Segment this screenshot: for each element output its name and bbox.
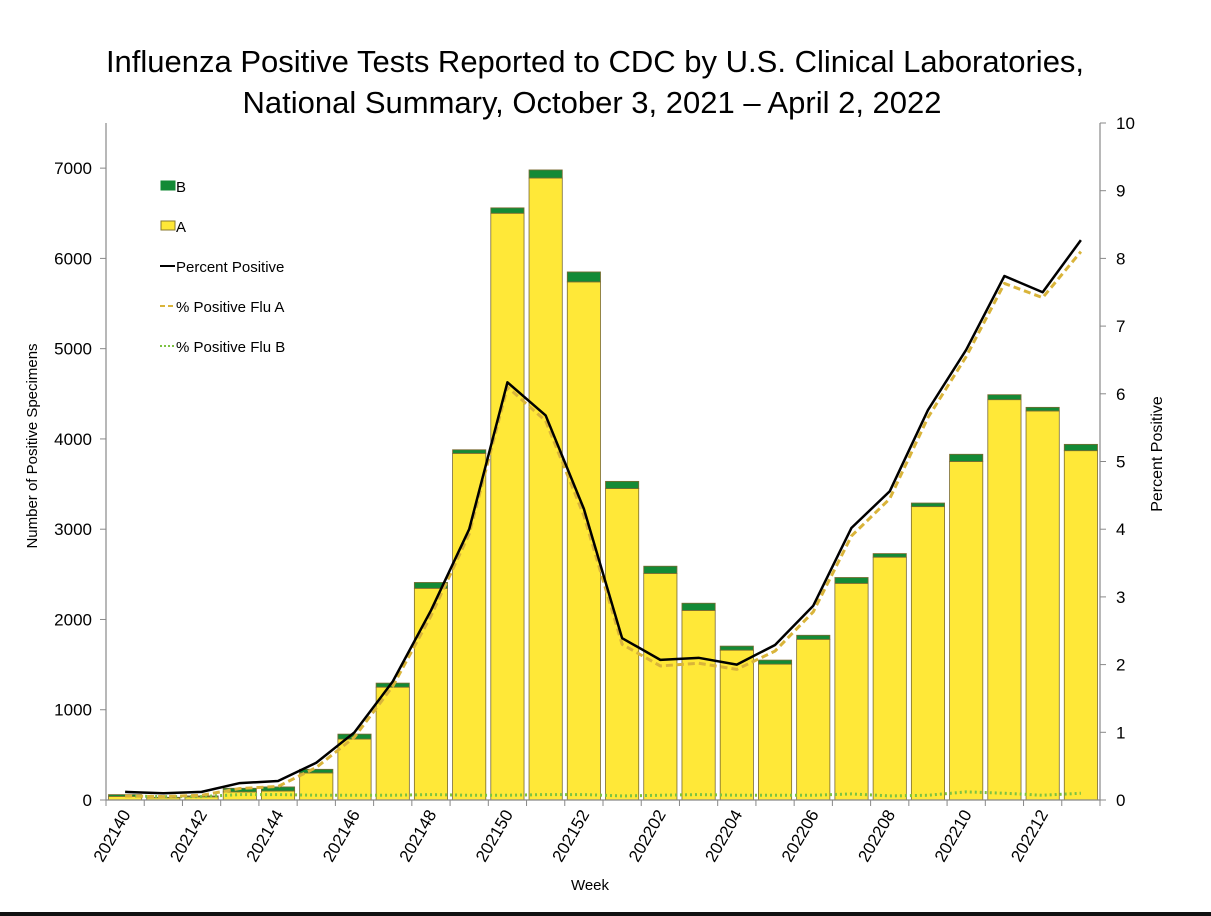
x-tick-label: 202204 <box>701 807 746 866</box>
bar-b-202144 <box>261 786 296 792</box>
bar-b-202145 <box>299 768 334 774</box>
y-tick-label: 6000 <box>54 249 92 268</box>
x-axis-label: Week <box>571 877 610 894</box>
y-tick-label: 4000 <box>54 430 92 449</box>
y2-tick-label: 1 <box>1116 723 1125 742</box>
bar-b-202151 <box>528 169 563 179</box>
line-positive-flu-a <box>125 250 1083 799</box>
y2-tick-label: 2 <box>1116 656 1125 675</box>
x-tick-label: 202208 <box>854 807 899 866</box>
x-tick-label: 202202 <box>625 807 670 866</box>
bar-a-202203 <box>681 610 716 801</box>
y2-tick-label: 8 <box>1116 249 1125 268</box>
x-tick-label: 202152 <box>549 807 594 866</box>
bar-b-202201 <box>605 480 640 489</box>
bar-b-202202 <box>643 565 678 574</box>
bar-a-202204 <box>719 649 754 801</box>
y-tick-label: 2000 <box>54 610 92 629</box>
bar-b-202148 <box>413 582 448 589</box>
y2-tick-label: 6 <box>1116 385 1125 404</box>
y2-axis-label: Percent Positive <box>1149 396 1166 512</box>
y-tick-label: 7000 <box>54 159 92 178</box>
bar-a-202208 <box>872 556 907 801</box>
legend-swatch-b <box>160 180 176 191</box>
y2-tick-label: 4 <box>1116 520 1125 539</box>
chart-title-line2: National Summary, October 3, 2021 – Apri… <box>242 85 941 120</box>
legend-label: Percent Positive <box>176 259 284 276</box>
x-tick-label: 202148 <box>396 807 441 866</box>
bar-a-202209 <box>910 506 945 801</box>
bar-b-202152 <box>566 271 601 283</box>
bar-a-202149 <box>452 452 487 801</box>
bar-b-202203 <box>681 602 716 611</box>
legend-label: % Positive Flu A <box>176 299 284 316</box>
bar-b-202149 <box>452 449 487 454</box>
x-tick-label: 202146 <box>319 807 364 866</box>
y2-tick-label: 0 <box>1116 791 1125 810</box>
bar-b-202205 <box>758 659 793 665</box>
y2-tick-label: 3 <box>1116 588 1125 607</box>
bar-a-202213 <box>1063 450 1098 801</box>
legend-swatch-a <box>160 220 176 231</box>
y-axis-label: Number of Positive Specimens <box>24 343 41 548</box>
bar-b-202212 <box>1025 406 1060 412</box>
y-tick-label: 3000 <box>54 520 92 539</box>
x-tick-label: 202140 <box>90 807 135 866</box>
bottom-border <box>0 912 1211 916</box>
bar-b-202208 <box>872 553 907 558</box>
bar-a-202211 <box>987 399 1022 801</box>
x-tick-label: 202142 <box>166 807 211 866</box>
bar-b-202206 <box>796 634 831 640</box>
bar-a-202207 <box>834 582 869 801</box>
bar-a-202147 <box>375 686 410 801</box>
bar-b-202211 <box>987 394 1022 401</box>
bar-a-202206 <box>796 638 831 801</box>
bar-a-202146 <box>337 738 372 801</box>
bar-a-202202 <box>643 573 678 801</box>
x-tick-label: 202150 <box>472 807 517 866</box>
bar-a-202212 <box>1025 410 1060 801</box>
bar-a-202151 <box>528 177 563 801</box>
bar-a-202152 <box>566 281 601 801</box>
line-percent-positive <box>125 239 1082 795</box>
bar-b-202207 <box>834 577 869 584</box>
y-tick-label: 5000 <box>54 340 92 359</box>
bar-b-202204 <box>719 645 754 651</box>
bar-a-202205 <box>758 663 793 801</box>
bar-b-202209 <box>910 502 945 508</box>
x-tick-label: 202206 <box>778 807 823 866</box>
y-tick-label: 0 <box>83 791 92 810</box>
chart-title-line1: Influenza Positive Tests Reported to CDC… <box>106 44 1084 79</box>
bar-a-202150 <box>490 212 525 801</box>
x-tick-label: 202210 <box>931 807 976 866</box>
bar-b-202150 <box>490 207 525 214</box>
x-tick-label: 202144 <box>243 807 288 866</box>
legend-label: A <box>176 219 186 236</box>
y2-tick-label: 10 <box>1116 114 1135 133</box>
y-tick-label: 1000 <box>54 701 92 720</box>
y2-tick-label: 9 <box>1116 182 1125 201</box>
line-positive-flu-b <box>125 790 1081 799</box>
legend-label: % Positive Flu B <box>176 339 285 356</box>
bar-a-202148 <box>413 587 448 801</box>
bar-a-202210 <box>949 461 984 801</box>
bar-b-202210 <box>949 453 984 462</box>
bar-b-202213 <box>1063 443 1098 452</box>
x-tick-label: 202212 <box>1007 807 1052 866</box>
legend-label: B <box>176 179 186 196</box>
y2-tick-label: 5 <box>1116 453 1125 472</box>
y2-tick-label: 7 <box>1116 317 1125 336</box>
